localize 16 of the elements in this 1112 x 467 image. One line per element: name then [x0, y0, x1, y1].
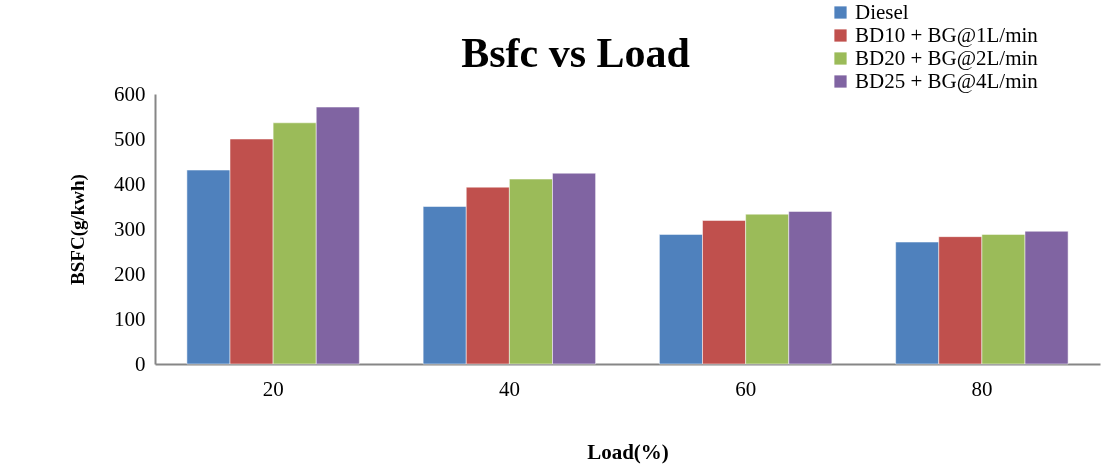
- y-tick-label: 300: [114, 216, 146, 241]
- x-tick-label: 60: [735, 376, 757, 401]
- x-tick-label: 40: [498, 376, 520, 401]
- x-tick-label: 20: [262, 376, 284, 401]
- y-tick-label: 500: [114, 126, 146, 151]
- y-tick-label: 100: [114, 306, 146, 331]
- x-tick-label: 80: [971, 376, 993, 401]
- y-axis-title: BSFC(g/kwh): [67, 174, 89, 285]
- y-tick-label: 0: [135, 351, 146, 376]
- y-tick-label: 400: [114, 171, 146, 196]
- y-tick-label: 600: [114, 81, 146, 106]
- chart-title: Bsfc vs Load: [461, 30, 690, 76]
- y-tick-label: 200: [114, 261, 146, 286]
- x-axis-title: Load(%): [587, 439, 669, 464]
- legend-label: Diesel: [855, 0, 909, 24]
- legend-label: BD10 + BG@1L/min: [855, 22, 1039, 47]
